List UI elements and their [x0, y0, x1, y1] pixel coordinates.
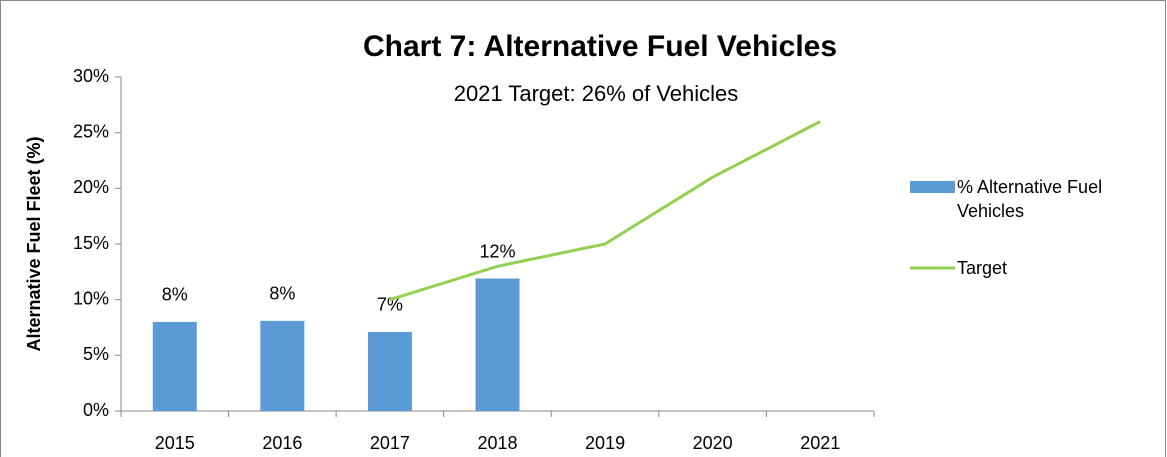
- bar: [260, 320, 305, 411]
- y-axis-label: Alternative Fuel Fleet (%): [24, 136, 44, 351]
- data-label: 12%: [479, 241, 515, 261]
- y-tick-label: 15%: [73, 233, 109, 253]
- data-label: 8%: [162, 285, 188, 305]
- y-tick-label: 25%: [73, 121, 109, 141]
- x-tick-label: 2020: [693, 433, 733, 453]
- data-label: 7%: [377, 295, 403, 315]
- data-label: 8%: [269, 284, 295, 304]
- y-tick-label: 0%: [83, 400, 109, 420]
- x-tick-label: 2021: [800, 433, 840, 453]
- legend-swatch: [910, 181, 955, 193]
- x-tick-label: 2019: [585, 433, 625, 453]
- bar: [367, 331, 412, 411]
- y-tick-label: 5%: [83, 344, 109, 364]
- line: [389, 120, 821, 302]
- legend-label: % Alternative Fuel Vehicles: [957, 177, 1103, 221]
- y-tick-label: 20%: [73, 177, 109, 197]
- x-tick-label: 2016: [262, 433, 302, 453]
- y-tick-label: 30%: [73, 66, 109, 86]
- x-tick-label: 2015: [155, 433, 195, 453]
- bar: [475, 278, 520, 411]
- y-tick-label: 10%: [73, 288, 109, 308]
- bar: [152, 321, 197, 411]
- x-tick-label: 2017: [370, 433, 410, 453]
- chart-title: Chart 7: Alternative Fuel Vehicles: [363, 30, 837, 63]
- x-tick-label: 2018: [477, 433, 517, 453]
- legend-label: Target: [957, 258, 1008, 278]
- chart-subtitle: 2021 Target: 26% of Vehicles: [454, 81, 739, 106]
